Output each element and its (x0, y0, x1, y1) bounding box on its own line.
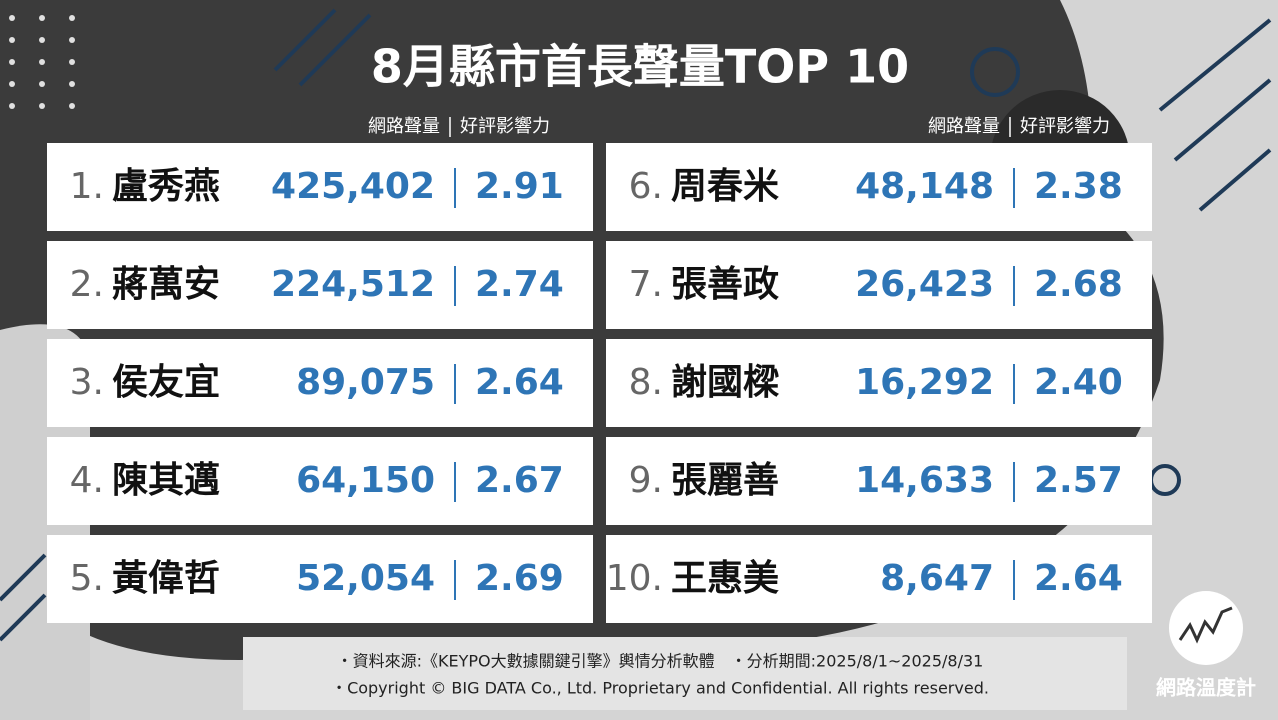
dot (9, 15, 15, 21)
volume: 14,633 (855, 460, 994, 501)
score: 2.67 (475, 460, 564, 501)
ranking-card (47, 143, 593, 231)
ranking-card (606, 535, 1152, 623)
name: 黃偉哲 (112, 558, 220, 599)
volume: 224,512 (271, 264, 435, 305)
dot (39, 59, 45, 65)
rank: 7. (629, 264, 663, 305)
rank: 1. (70, 166, 104, 207)
score: 2.91 (475, 166, 564, 207)
dot (39, 15, 45, 21)
title: 8月縣市首長聲量TOP 10 (371, 40, 909, 94)
name: 盧秀燕 (112, 166, 220, 207)
score: 2.69 (475, 558, 564, 599)
decor-ring (970, 47, 1020, 97)
dot (9, 37, 15, 43)
ranking-card (47, 437, 593, 525)
name: 周春米 (671, 166, 779, 207)
volume: 52,054 (296, 558, 435, 599)
name: 侯友宜 (112, 362, 220, 403)
rank: 2. (70, 264, 104, 305)
dot (69, 59, 75, 65)
column-header: 網路聲量 (928, 116, 1000, 137)
volume: 16,292 (855, 362, 994, 403)
name: 蔣萬安 (112, 264, 220, 305)
column-header: 好評影響力 (460, 116, 550, 137)
dot (9, 81, 15, 87)
score: 2.38 (1034, 166, 1123, 207)
ranking-card (606, 339, 1152, 427)
footer-box (243, 637, 1127, 710)
volume: 8,647 (880, 558, 994, 599)
dot (69, 81, 75, 87)
ranking-card (47, 241, 593, 329)
dot (69, 15, 75, 21)
ranking-card (606, 143, 1152, 231)
volume: 26,423 (855, 264, 994, 305)
volume: 425,402 (271, 166, 435, 207)
decor-lines (0, 8, 1272, 642)
logo-icon (1178, 606, 1233, 644)
rank: 3. (70, 362, 104, 403)
score: 2.74 (475, 264, 564, 305)
rank: 10. (606, 558, 663, 599)
ranking-card (606, 437, 1152, 525)
footer-line: ・Copyright © BIG DATA Co., Ltd. Propriet… (331, 679, 989, 698)
dot (9, 59, 15, 65)
rank: 4. (70, 460, 104, 501)
name: 王惠美 (671, 558, 779, 599)
name: 陳其邁 (112, 460, 220, 501)
ranking-card (47, 339, 593, 427)
dot (39, 81, 45, 87)
name: 張善政 (671, 264, 779, 305)
score: 2.40 (1034, 362, 1123, 403)
footer-line: ・資料來源:《KEYPO大數據關鍵引擎》輿情分析軟體 ・分析期間:2025/8/… (337, 652, 984, 671)
dot (69, 103, 75, 109)
volume: 64,150 (296, 460, 435, 501)
score: 2.57 (1034, 460, 1123, 501)
rank: 6. (629, 166, 663, 207)
score: 2.68 (1034, 264, 1123, 305)
rank: 5. (70, 558, 104, 599)
ranking-card (47, 535, 593, 623)
ranking-card (606, 241, 1152, 329)
rank: 9. (629, 460, 663, 501)
logo-text: 網路溫度計 (1156, 676, 1256, 700)
logo-circle (1169, 591, 1243, 665)
score: 2.64 (475, 362, 564, 403)
column-header: 網路聲量 (368, 116, 440, 137)
name: 張麗善 (671, 460, 779, 501)
score: 2.64 (1034, 558, 1123, 599)
decor-dots (9, 15, 75, 109)
volume: 89,075 (296, 362, 435, 403)
rank: 8. (629, 362, 663, 403)
volume: 48,148 (855, 166, 994, 207)
dot (39, 37, 45, 43)
dot (39, 103, 45, 109)
name: 謝國樑 (671, 362, 780, 403)
dot (69, 37, 75, 43)
dot (9, 103, 15, 109)
column-header: 好評影響力 (1020, 116, 1110, 137)
